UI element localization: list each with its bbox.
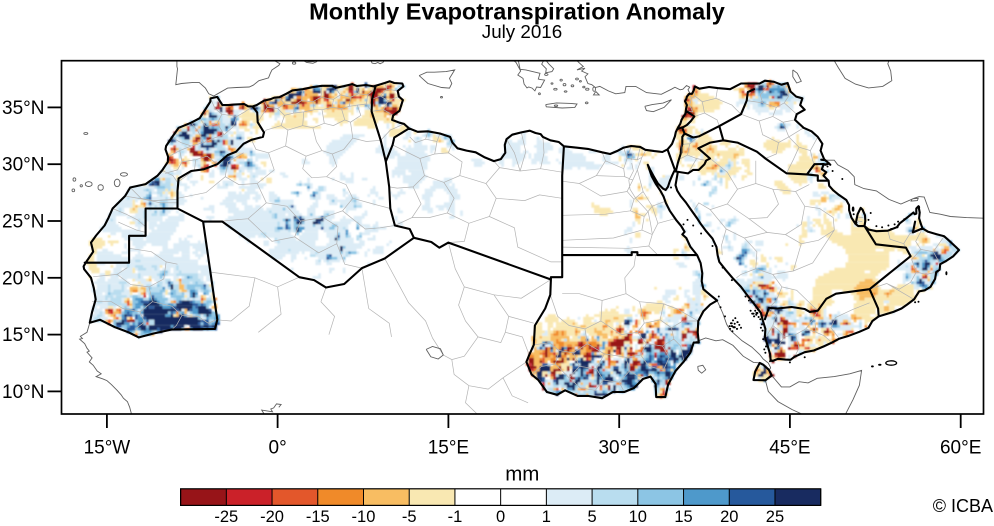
svg-text:0: 0 (496, 508, 505, 526)
svg-text:20°N: 20°N (2, 268, 44, 289)
svg-text:10°N: 10°N (2, 382, 44, 403)
svg-text:Monthly Evapotranspiration Ano: Monthly Evapotranspiration Anomaly (309, 0, 725, 25)
svg-text:© ICBA: © ICBA (933, 496, 993, 516)
svg-text:-25: -25 (214, 508, 238, 526)
svg-text:July 2016: July 2016 (482, 21, 562, 42)
svg-text:10: 10 (629, 508, 647, 526)
svg-text:-20: -20 (260, 508, 284, 526)
svg-text:15°N: 15°N (2, 325, 44, 346)
svg-text:-15: -15 (306, 508, 330, 526)
svg-text:30°N: 30°N (2, 155, 44, 176)
svg-text:mm: mm (505, 463, 539, 486)
svg-text:-10: -10 (352, 508, 376, 526)
svg-text:15°W: 15°W (84, 438, 131, 459)
svg-text:-1: -1 (448, 508, 463, 526)
svg-text:20: 20 (720, 508, 738, 526)
svg-text:45°E: 45°E (769, 438, 810, 459)
svg-text:60°E: 60°E (940, 438, 981, 459)
svg-text:1: 1 (542, 508, 551, 526)
svg-text:35°N: 35°N (2, 98, 44, 119)
svg-text:15°E: 15°E (428, 438, 469, 459)
svg-text:5: 5 (587, 508, 596, 526)
svg-text:25: 25 (766, 508, 784, 526)
svg-text:15: 15 (674, 508, 692, 526)
svg-text:30°E: 30°E (598, 438, 639, 459)
svg-text:-5: -5 (402, 508, 417, 526)
svg-text:0°: 0° (269, 438, 287, 459)
svg-text:25°N: 25°N (2, 212, 44, 233)
